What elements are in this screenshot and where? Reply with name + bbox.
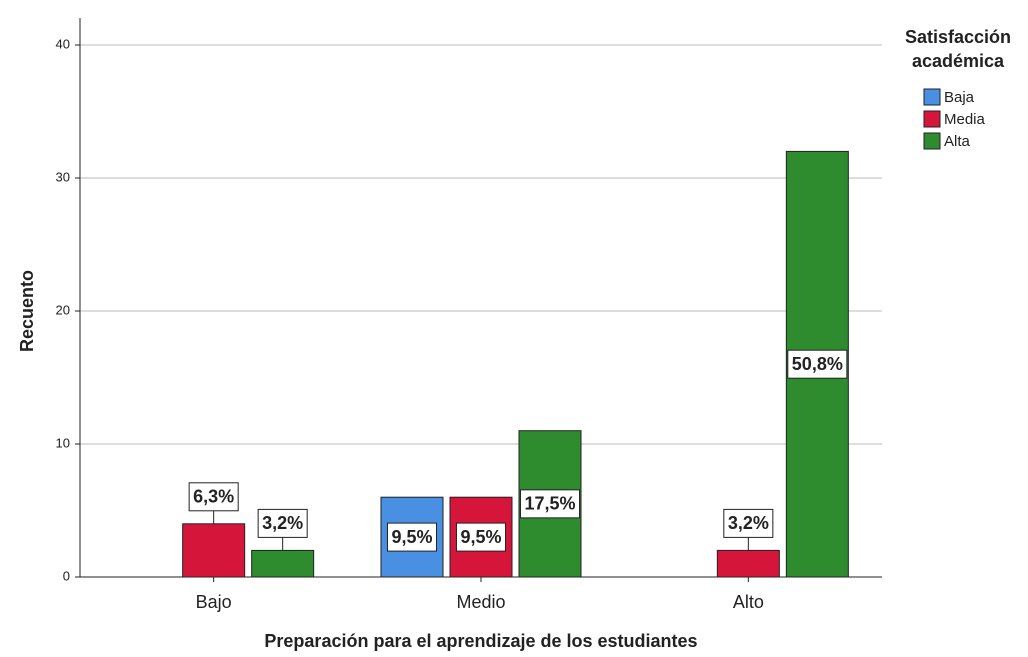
data-label: 9,5% bbox=[391, 527, 432, 547]
legend-label: Baja bbox=[944, 89, 975, 106]
data-label: 6,3% bbox=[193, 487, 234, 507]
bar bbox=[182, 523, 246, 578]
legend-label: Alta bbox=[944, 133, 971, 150]
data-label: 50,8% bbox=[792, 354, 843, 374]
y-tick-label: 40 bbox=[56, 36, 70, 51]
label-box bbox=[519, 489, 581, 519]
legend-swatch bbox=[923, 110, 941, 128]
bar bbox=[251, 549, 315, 578]
x-axis-label: Preparación para el aprendizaje de los e… bbox=[264, 631, 697, 651]
x-tick-label: Alto bbox=[733, 592, 764, 612]
data-label: 9,5% bbox=[460, 527, 501, 547]
data-label: 17,5% bbox=[524, 494, 575, 514]
label-box bbox=[257, 508, 308, 538]
label-box bbox=[188, 482, 239, 512]
legend-label: Media bbox=[944, 111, 986, 128]
label-box bbox=[455, 522, 507, 552]
y-tick-label: 10 bbox=[56, 435, 70, 450]
legend-title: Satisfacción bbox=[905, 27, 1011, 47]
x-tick-label: Bajo bbox=[196, 592, 232, 612]
label-box bbox=[787, 349, 848, 379]
data-label: 3,2% bbox=[728, 513, 769, 533]
bar bbox=[716, 549, 780, 578]
legend-swatch bbox=[923, 88, 941, 106]
legend-title: académica bbox=[912, 51, 1005, 71]
y-tick-label: 30 bbox=[56, 169, 70, 184]
legend-swatch bbox=[923, 132, 941, 150]
y-axis-label: Recuento bbox=[17, 270, 37, 352]
x-tick-label: Medio bbox=[456, 592, 505, 612]
data-label: 3,2% bbox=[262, 513, 303, 533]
y-tick-label: 20 bbox=[56, 302, 70, 317]
y-tick-label: 0 bbox=[63, 568, 70, 583]
label-box bbox=[386, 522, 438, 552]
label-box bbox=[723, 508, 774, 538]
